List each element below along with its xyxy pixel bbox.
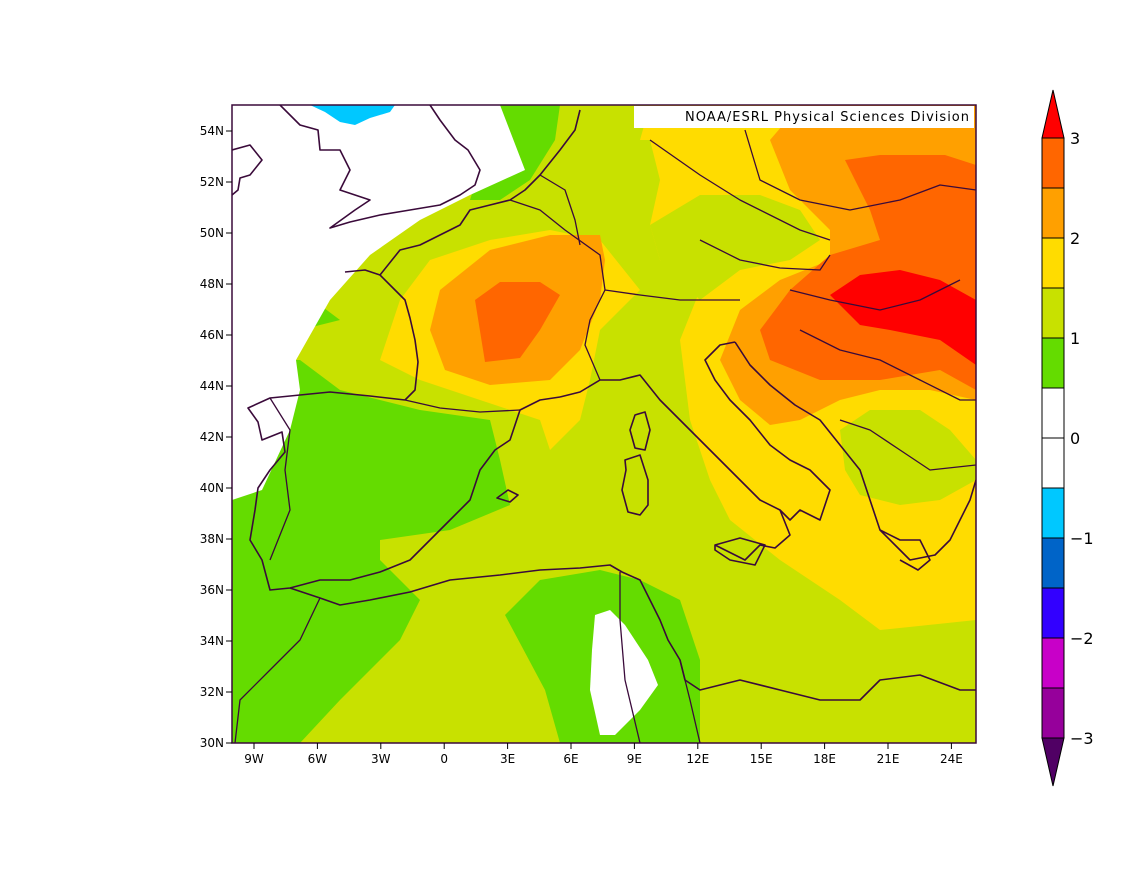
longitude-axis: 9W 6W 3W 0 3E 6E 9E 12E 15E 18E 21E 24E [244, 743, 963, 766]
coast-sardinia [621, 454, 649, 516]
lat-tick-label: 48N [200, 277, 224, 291]
border-france-east [509, 199, 606, 381]
lat-tick-label: 52N [200, 175, 224, 189]
colorbar-segment [1041, 587, 1065, 639]
coast-italy-heel [714, 509, 791, 561]
coast-great-britain [279, 105, 481, 229]
lat-tick-label: 44N [200, 379, 224, 393]
colorbar-segment [1041, 487, 1065, 539]
coast-corsica [629, 411, 651, 451]
coast-france-west [344, 269, 419, 401]
colorbar-segment [1041, 137, 1065, 189]
field-contour-cyan-scotland [310, 105, 395, 125]
lat-tick-label: 34N [200, 634, 224, 648]
credit-text: NOAA/ESRL Physical Sciences Division [685, 110, 970, 125]
border-libya [679, 659, 701, 743]
coast-balearic [496, 489, 519, 503]
colorbar-label: 3 [1070, 129, 1080, 148]
border-czech-south [699, 239, 831, 271]
border-germany-czech [649, 139, 831, 241]
colorbar-segment [1041, 687, 1065, 739]
colorbar-label: −2 [1070, 629, 1094, 648]
coast-riviera-italy [559, 341, 831, 521]
border-germany-west [539, 174, 581, 246]
coast-balkans [734, 341, 976, 561]
lon-tick-label: 3E [500, 752, 515, 766]
lon-tick-label: 6E [563, 752, 578, 766]
coast-france-north [379, 109, 581, 276]
lat-tick-label: 42N [200, 430, 224, 444]
field-contour-darkorange-france [475, 282, 560, 362]
colorbar-label: −1 [1070, 529, 1094, 548]
colorbar: 3 2 1 0 −1 −2 −3 [1041, 89, 1094, 787]
field-contour-lime-greece [840, 410, 976, 505]
field-contour-white-ireland [232, 105, 525, 500]
border-poland [744, 129, 976, 211]
latitude-axis: 54N 52N 50N 48N 46N 44N 42N 40N 38N 36N 34N 32N 30N [200, 124, 232, 750]
colorbar-label: 0 [1070, 429, 1080, 448]
lon-tick-label: 3W [371, 752, 391, 766]
lon-tick-label: 12E [686, 752, 709, 766]
colorbar-label: 2 [1070, 229, 1080, 248]
coast-ireland [232, 144, 263, 196]
colorbar-segment [1041, 387, 1065, 439]
lon-tick-label: 9W [244, 752, 264, 766]
lat-tick-label: 40N [200, 481, 224, 495]
border-balkans-2 [839, 419, 976, 471]
lon-tick-label: 6W [308, 752, 328, 766]
lon-tick-label: 9E [627, 752, 642, 766]
colorbar-segment [1041, 637, 1065, 689]
colorbar-segment [1041, 187, 1065, 239]
lon-tick-label: 24E [940, 752, 963, 766]
border-algeria-tunisia [619, 572, 641, 743]
colorbar-bottom-arrow [1041, 737, 1065, 787]
border-balkans [799, 329, 976, 401]
lat-tick-label: 30N [200, 736, 224, 750]
lon-tick-label: 0 [440, 752, 448, 766]
coast-sicily [714, 537, 766, 566]
lat-tick-label: 54N [200, 124, 224, 138]
border-morocco-algeria [234, 597, 321, 743]
field-contour-green-west [232, 105, 560, 743]
lat-tick-label: 46N [200, 328, 224, 342]
border-france-spain [404, 399, 521, 413]
credit-box [634, 106, 974, 128]
anomaly-field [232, 105, 976, 743]
colorbar-segment [1041, 287, 1065, 339]
lat-tick-label: 38N [200, 532, 224, 546]
field-contour-lime-alps [650, 195, 820, 300]
lon-tick-label: 18E [813, 752, 836, 766]
border-hungary [789, 279, 961, 311]
coast-greece-south [879, 529, 931, 571]
lat-tick-label: 50N [200, 226, 224, 240]
coast-north-africa [289, 564, 976, 701]
colorbar-segment [1041, 337, 1065, 389]
colorbar-segment [1041, 237, 1065, 289]
border-alps [604, 289, 740, 301]
coastlines [232, 105, 976, 701]
lon-tick-label: 15E [750, 752, 773, 766]
lat-tick-label: 36N [200, 583, 224, 597]
coast-iberia [247, 391, 561, 591]
colorbar-segment [1041, 537, 1065, 589]
colorbar-label: −3 [1070, 729, 1094, 748]
colorbar-segment [1041, 437, 1065, 489]
colorbar-top-arrow [1041, 89, 1065, 139]
border-spain-portugal [269, 397, 291, 561]
plot-frame [231, 104, 977, 744]
colorbar-label: 1 [1070, 329, 1080, 348]
lon-tick-label: 21E [877, 752, 900, 766]
country-borders [234, 129, 976, 743]
lat-tick-label: 32N [200, 685, 224, 699]
field-contour-red-hungary [830, 270, 976, 365]
